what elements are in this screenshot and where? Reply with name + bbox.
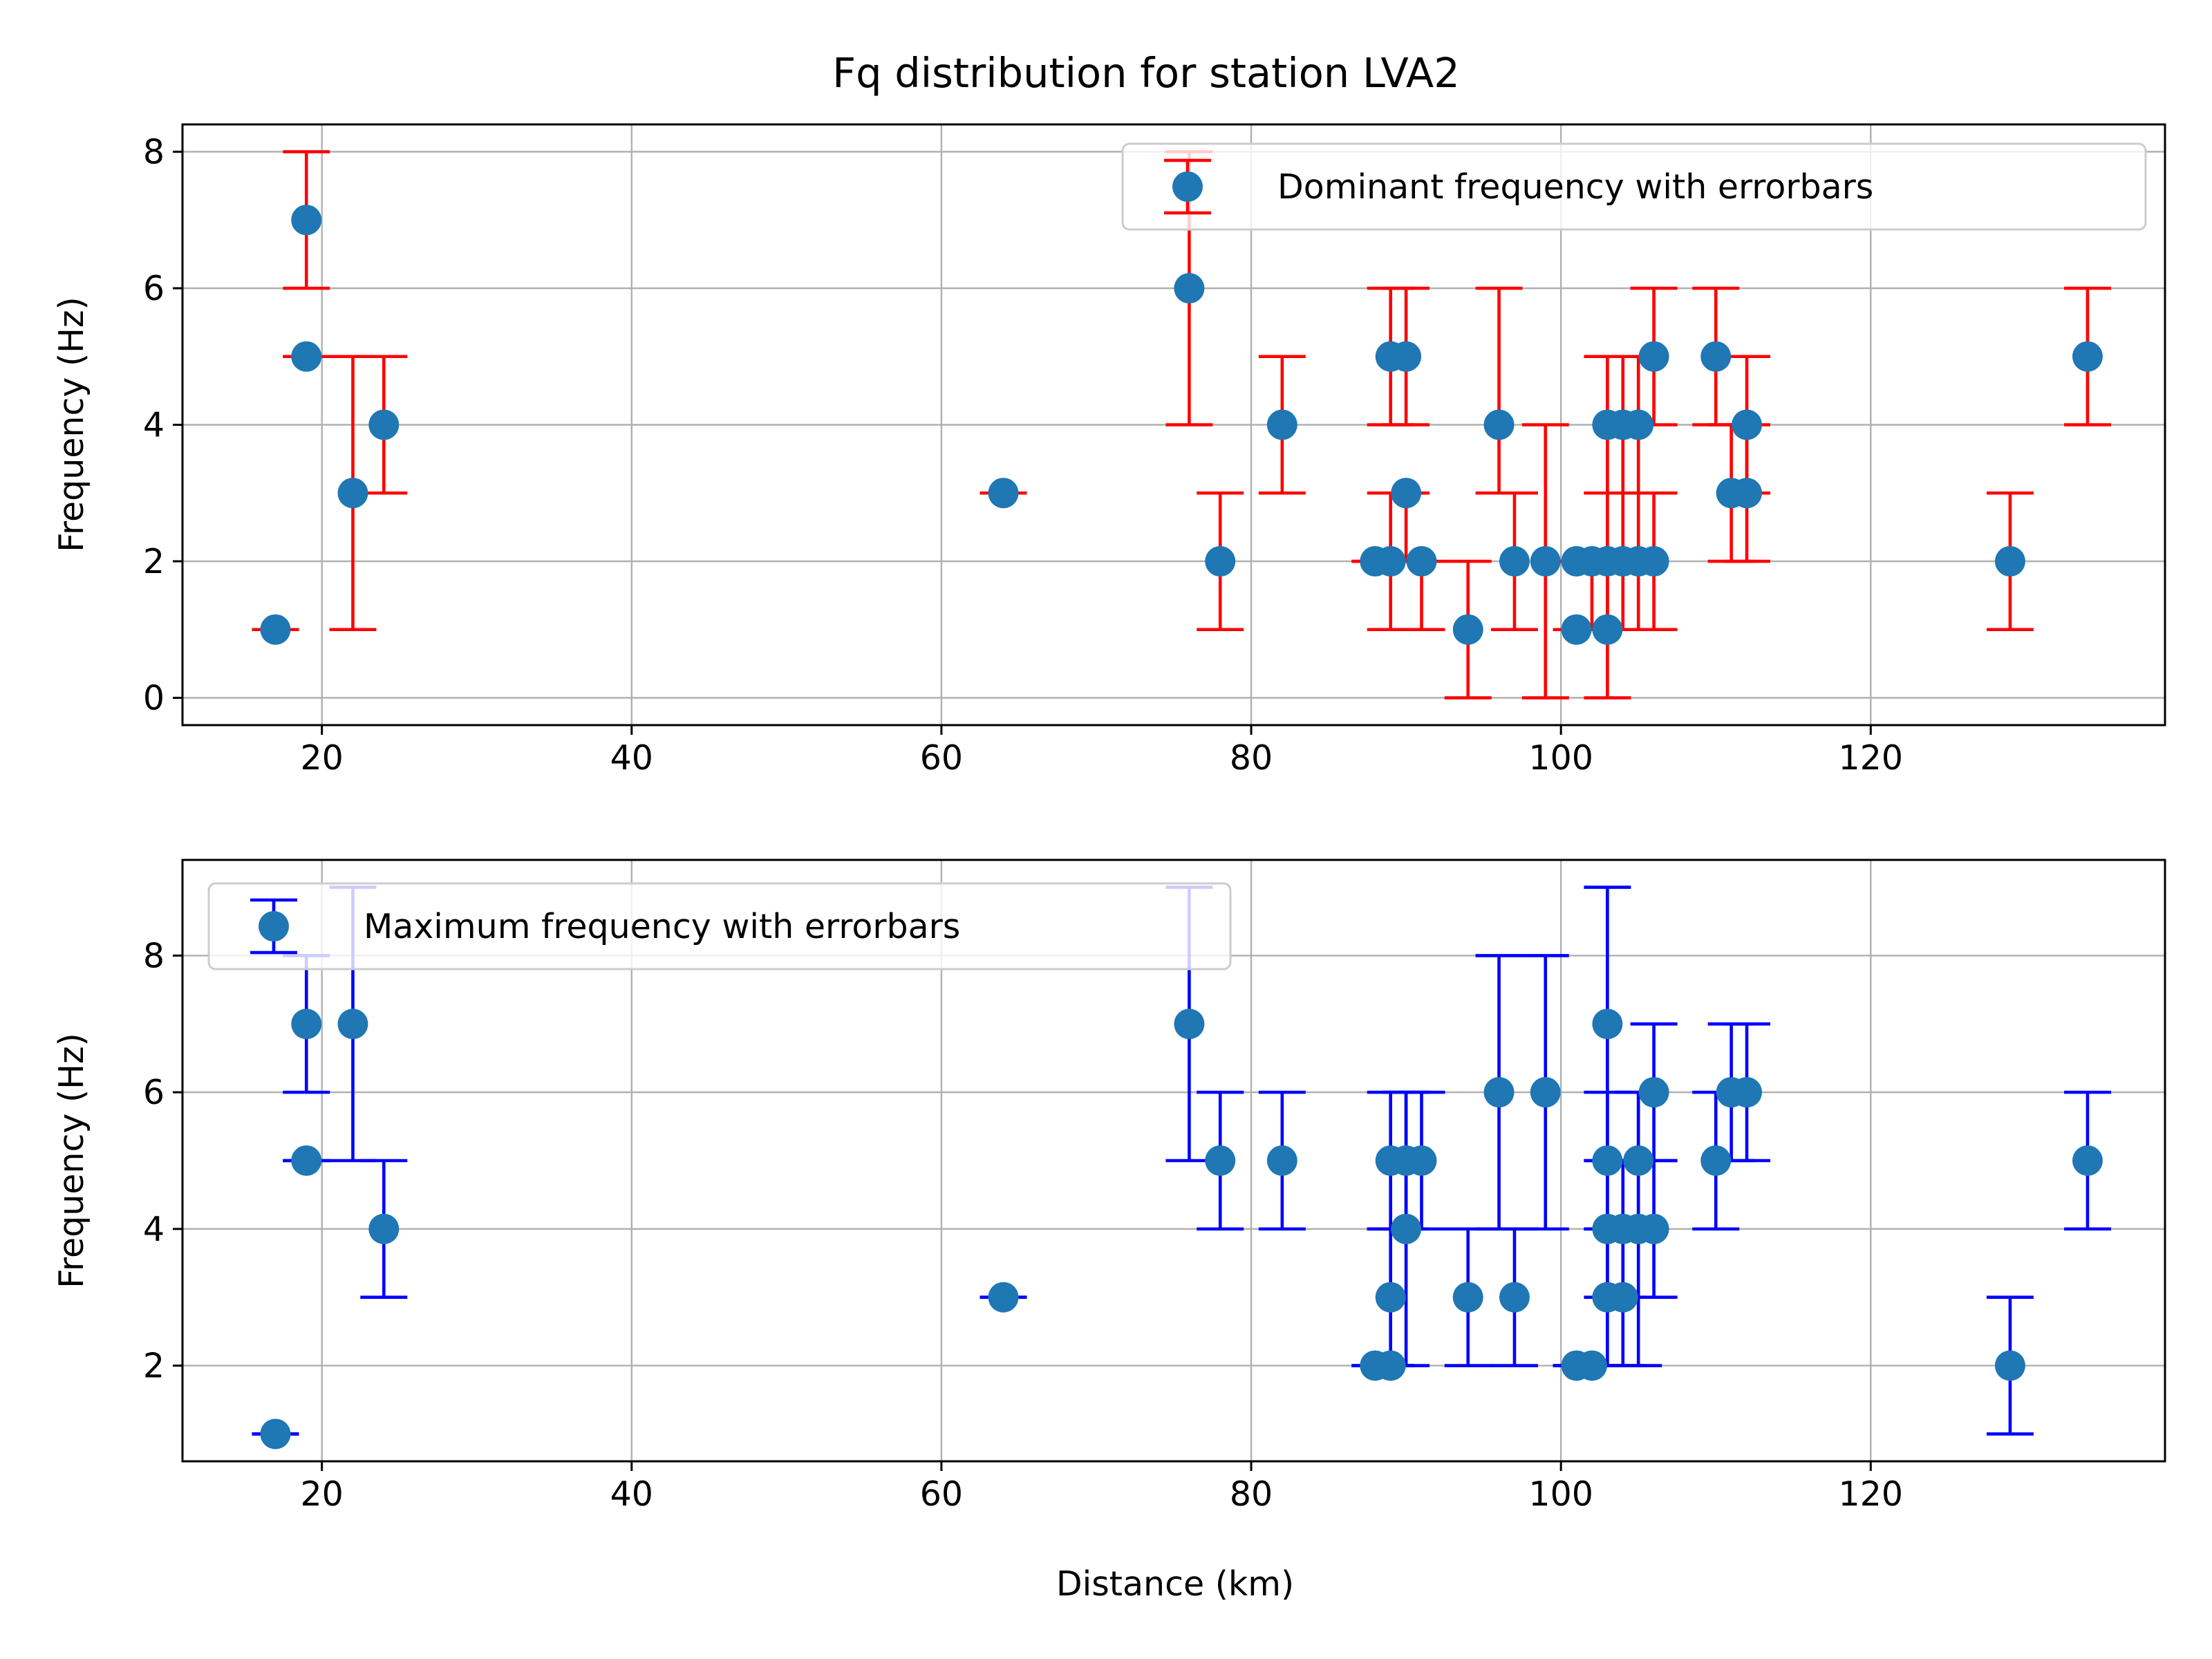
y-tick-label: 6 [143,1073,165,1112]
panel-bottom: 20 40 60 80 100 120 2 4 6 8 Frequency (Hz) Maximu… [52,859,2166,1514]
data-point [1732,1077,1763,1108]
data-point [1732,409,1763,440]
panel-top-markers [260,205,2103,645]
x-tick-label: 60 [920,1474,963,1514]
data-point [1994,546,2025,577]
data-point [1700,1145,1732,1176]
data-point [1592,614,1623,645]
y-tick-label: 4 [143,406,165,445]
legend-handle-marker [1172,171,1203,202]
x-tick-label: 20 [300,738,343,778]
data-point [1499,546,1530,577]
data-point [1266,409,1297,440]
data-point [988,1282,1019,1313]
x-tick-label: 40 [610,738,653,778]
data-point [1638,1213,1669,1244]
panel-bottom-markers [260,1009,2103,1450]
x-tick-label: 120 [1839,738,1904,778]
data-point [1994,1350,2025,1381]
y-tick-label: 0 [143,679,165,718]
data-point [1607,1282,1638,1313]
data-point [2072,341,2103,372]
panel-top-y-axis-label: Frequency (Hz) [52,297,91,552]
data-point [1266,1145,1297,1176]
x-tick-label: 100 [1528,1474,1593,1514]
data-point [337,478,368,509]
data-point [1700,341,1732,372]
x-tick-label: 20 [300,1474,343,1514]
data-point [1174,273,1205,303]
data-point [1375,546,1406,577]
data-point [1391,341,1422,372]
data-point [1406,1145,1437,1176]
data-point [1375,1350,1406,1381]
data-point [1530,546,1561,577]
data-point [2072,1145,2103,1176]
panel-bottom-legend: Maximum frequency with errorbars [207,882,1232,971]
legend-handle-marker [259,911,289,941]
y-tick-label: 4 [143,1210,165,1249]
data-point [368,409,400,440]
y-tick-label: 2 [143,542,165,581]
data-point [988,478,1019,509]
data-point [1205,1145,1236,1176]
x-axis-label: Distance (km) [1056,1564,1294,1604]
x-tick-label: 120 [1839,1474,1904,1514]
data-point [291,1009,322,1040]
data-point [1530,1077,1561,1108]
y-tick-label: 2 [143,1347,165,1386]
x-tick-label: 60 [920,738,963,778]
y-tick-label: 8 [143,133,165,172]
data-point [1576,1350,1607,1381]
panel-bottom-ticks: 20 40 60 80 100 120 2 4 6 8 [143,936,1903,1514]
data-point [1499,1282,1530,1313]
panel-bottom-y-axis-label: Frequency (Hz) [52,1033,91,1288]
data-point [1561,614,1592,645]
data-point [291,1145,322,1176]
data-point [1483,409,1515,440]
panel-top-legend: Dominant frequency with errorbars [1121,142,2147,231]
data-point [1638,1077,1669,1108]
data-point [260,614,291,645]
data-point [1623,409,1654,440]
data-point [260,1418,291,1450]
data-point [1483,1077,1515,1108]
data-point [1638,546,1669,577]
legend-box [1121,142,2147,231]
data-point [1406,546,1437,577]
data-point [1452,614,1483,645]
x-tick-label: 100 [1528,738,1593,778]
data-point [1638,341,1669,372]
y-tick-label: 6 [143,269,165,308]
data-point [368,1213,400,1244]
x-tick-label: 40 [610,1474,653,1514]
data-point [1375,1282,1406,1313]
legend-label: Dominant frequency with errorbars [1277,167,1873,207]
data-point [1391,478,1422,509]
data-point [1592,1145,1623,1176]
panel-top-ticks: 20 40 60 80 100 120 0 2 4 6 8 [143,133,1903,778]
data-point [291,205,322,236]
legend-label: Maximum frequency with errorbars [364,907,960,946]
data-point [291,341,322,372]
panel-bottom-frame [181,859,2166,1463]
data-point [1592,1009,1623,1040]
data-point [1391,1213,1422,1244]
y-tick-label: 8 [143,936,165,975]
x-tick-label: 80 [1230,1474,1273,1514]
x-tick-label: 80 [1230,738,1273,778]
data-point [1732,478,1763,509]
data-point [337,1009,368,1040]
data-point [1174,1009,1205,1040]
data-point [1452,1282,1483,1313]
legend-box [207,882,1232,971]
data-point [1205,546,1236,577]
chart-title: Fq distribution for station LVA2 [832,49,1460,97]
panel-top: 20 40 60 80 100 120 0 2 4 6 8 Frequency (Hz) Domin… [52,123,2166,778]
data-point [1623,1145,1654,1176]
